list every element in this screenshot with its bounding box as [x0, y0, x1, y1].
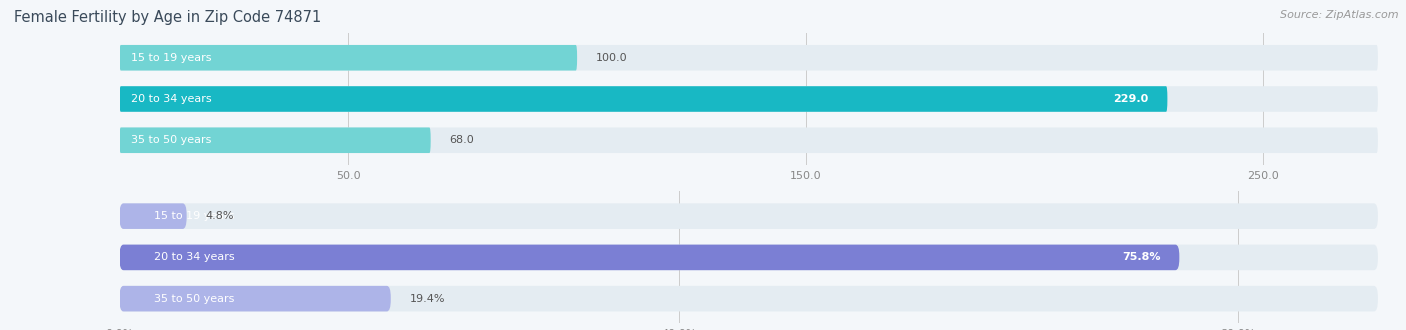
Text: 19.4%: 19.4%: [409, 294, 446, 304]
FancyBboxPatch shape: [120, 286, 1378, 312]
FancyBboxPatch shape: [120, 286, 391, 312]
Text: 75.8%: 75.8%: [1122, 252, 1160, 262]
Text: 4.8%: 4.8%: [205, 211, 233, 221]
FancyBboxPatch shape: [120, 127, 430, 153]
Text: 35 to 50 years: 35 to 50 years: [131, 135, 211, 145]
Text: Source: ZipAtlas.com: Source: ZipAtlas.com: [1281, 10, 1399, 20]
Text: Female Fertility by Age in Zip Code 74871: Female Fertility by Age in Zip Code 7487…: [14, 10, 322, 25]
Text: 20 to 34 years: 20 to 34 years: [131, 94, 211, 104]
Text: 20 to 34 years: 20 to 34 years: [155, 252, 235, 262]
Text: 15 to 19 years: 15 to 19 years: [131, 53, 211, 63]
Text: 229.0: 229.0: [1114, 94, 1149, 104]
FancyBboxPatch shape: [120, 127, 1378, 153]
Text: 35 to 50 years: 35 to 50 years: [155, 294, 235, 304]
FancyBboxPatch shape: [120, 45, 1378, 71]
FancyBboxPatch shape: [120, 86, 1167, 112]
FancyBboxPatch shape: [120, 203, 187, 229]
FancyBboxPatch shape: [120, 45, 576, 71]
Text: 15 to 19 years: 15 to 19 years: [155, 211, 235, 221]
Text: 100.0: 100.0: [596, 53, 627, 63]
FancyBboxPatch shape: [120, 245, 1180, 270]
FancyBboxPatch shape: [120, 86, 1378, 112]
FancyBboxPatch shape: [120, 245, 1378, 270]
FancyBboxPatch shape: [120, 203, 1378, 229]
Text: 68.0: 68.0: [450, 135, 474, 145]
